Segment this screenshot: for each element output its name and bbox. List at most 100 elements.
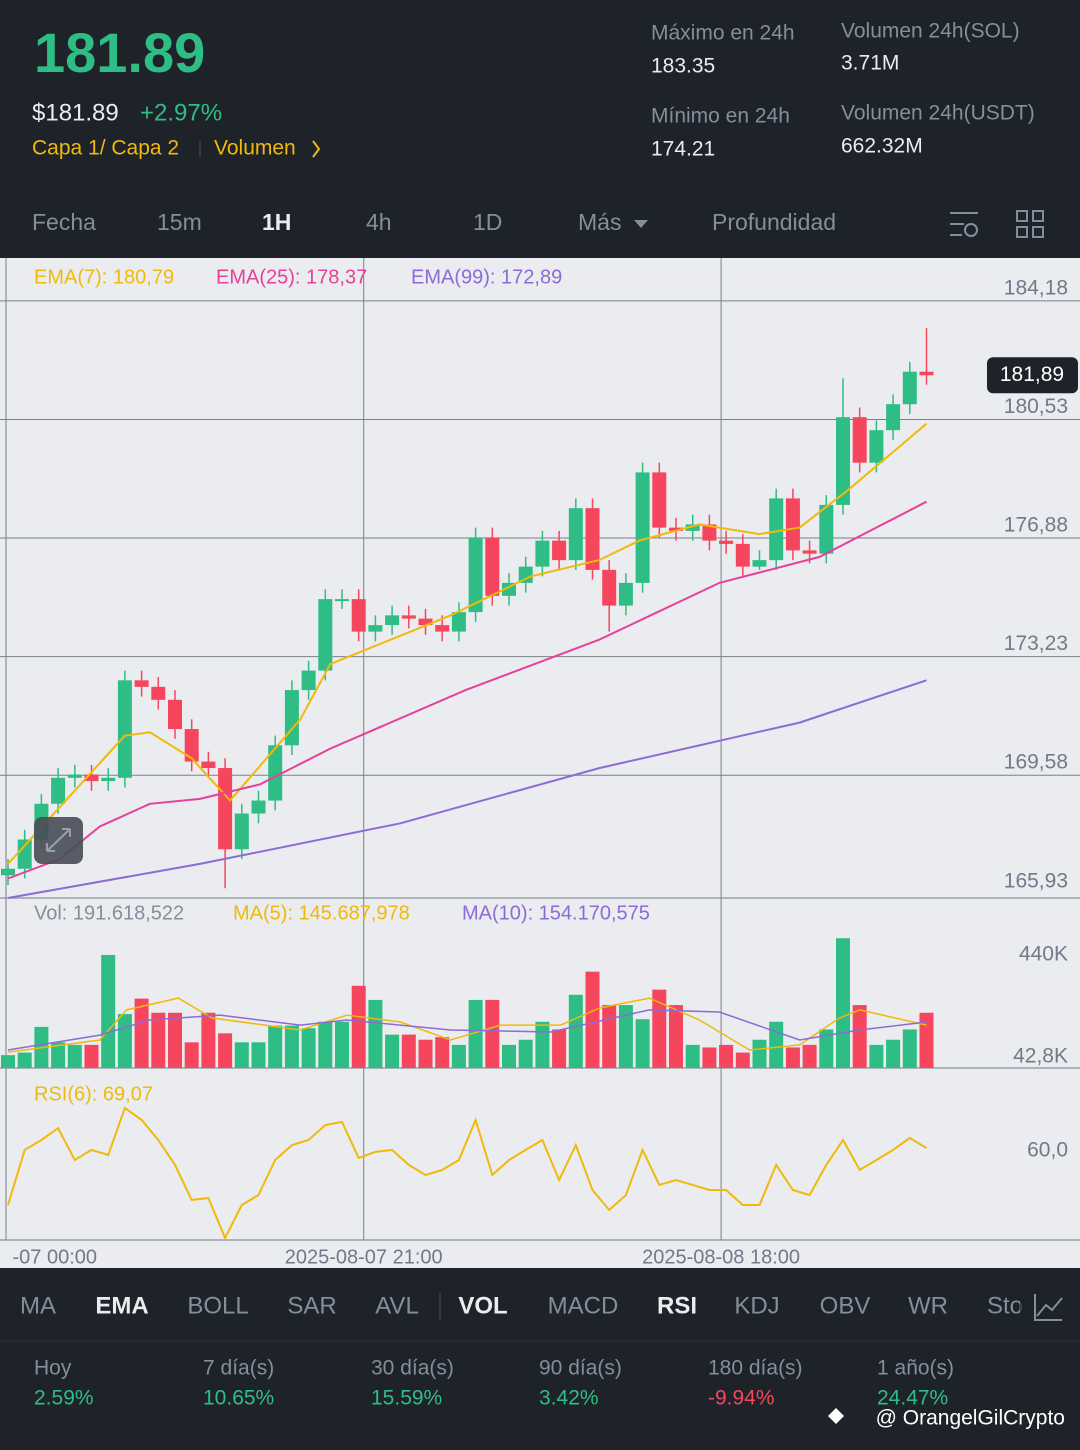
- candle-body: [101, 777, 116, 782]
- y-tick-label: 173,23: [1004, 632, 1068, 655]
- volume-bar: [669, 1005, 683, 1068]
- chart-icon[interactable]: [1034, 1294, 1063, 1321]
- indicator-tab[interactable]: OBV: [820, 1292, 871, 1319]
- volume-bar: [151, 1012, 166, 1068]
- volume-link[interactable]: Volumen: [214, 137, 296, 160]
- candle-body: [852, 417, 867, 463]
- volume-bar: [919, 1012, 934, 1068]
- volume-bar: [301, 1028, 316, 1068]
- indicator-tab[interactable]: WR: [908, 1292, 948, 1319]
- stat-label: Volumen 24h(USDT): [841, 102, 1035, 125]
- period-value: 15.59%: [371, 1387, 442, 1410]
- candle-body: [368, 625, 383, 632]
- tab[interactable]: 4h: [366, 209, 392, 235]
- volume-bar: [435, 1037, 450, 1068]
- volume-bar: [902, 1029, 917, 1068]
- candle-body: [251, 800, 266, 814]
- volume-bar: [502, 1044, 516, 1068]
- chart-bg: [0, 258, 1080, 1268]
- candle-body: [401, 615, 416, 619]
- layout-icon[interactable]: [1016, 210, 1044, 238]
- period-label: Hoy: [34, 1357, 72, 1380]
- candle-body: [669, 527, 683, 531]
- stat-label: Mínimo en 24h: [651, 105, 790, 128]
- volume-bar: [635, 1019, 650, 1068]
- indicator-tab[interactable]: EMA: [95, 1292, 148, 1319]
- legend: EMA(25): 178,37: [216, 266, 367, 288]
- period-value: 10.65%: [203, 1387, 274, 1410]
- volume-bar: [769, 1021, 784, 1068]
- price: 181.89: [34, 21, 205, 84]
- indicator-tab[interactable]: Sto: [987, 1292, 1023, 1319]
- volume-bar: [168, 1012, 182, 1068]
- tab[interactable]: Fecha: [32, 209, 96, 235]
- tag[interactable]: Capa 1/ Capa 2: [32, 137, 179, 160]
- indicator-tab[interactable]: MA: [20, 1292, 56, 1319]
- chevron: [312, 140, 321, 158]
- volume-bar: [234, 1042, 249, 1068]
- tab[interactable]: Profundidad: [712, 209, 836, 235]
- indicator-tab[interactable]: KDJ: [734, 1292, 779, 1319]
- indicator-tab[interactable]: BOLL: [187, 1292, 248, 1319]
- candle-body: [535, 540, 550, 567]
- indicator-tab[interactable]: SAR: [287, 1292, 336, 1319]
- candle-body: [869, 430, 884, 463]
- indicator-line: [7, 1009, 927, 1051]
- volume-bar: [535, 1021, 550, 1068]
- candle-body: [218, 768, 233, 850]
- candle-body: [51, 777, 66, 804]
- volume-bar: [318, 1021, 333, 1068]
- volume-bar: [101, 954, 116, 1068]
- candle-body: [568, 508, 583, 561]
- candle-body: [117, 680, 132, 778]
- stat-value: 3.71M: [841, 52, 899, 75]
- expand-icon: [46, 828, 71, 852]
- price-tag-label: 181,89: [1000, 363, 1064, 386]
- indicator-tab[interactable]: MACD: [548, 1292, 619, 1319]
- indicator-tab[interactable]: RSI: [657, 1292, 697, 1319]
- candle-body: [418, 618, 433, 626]
- candle-body: [552, 540, 567, 561]
- performance: Hoy 2.59% 7 día(s) 10.65% 30 día(s) 15.59% 90 …: [34, 1357, 954, 1410]
- period-label: 30 día(s): [371, 1357, 454, 1380]
- candle-body: [819, 504, 834, 554]
- indicator-line: [7, 997, 927, 1053]
- indicator-line: [7, 679, 927, 899]
- candle-body: [234, 813, 249, 850]
- volume-bar: [184, 1042, 199, 1068]
- volume-bar: [201, 1012, 216, 1068]
- candle-body: [184, 729, 199, 762]
- candle-body: [652, 472, 667, 528]
- candle-body: [17, 839, 32, 869]
- settings-icon[interactable]: [950, 212, 978, 237]
- tab[interactable]: 15m: [157, 209, 202, 235]
- candle-body: [836, 417, 850, 505]
- volume-bar: [17, 1052, 32, 1068]
- legend: Vol: 191.618,522: [34, 902, 184, 924]
- stat-label: Volumen 24h(SOL): [841, 20, 1020, 43]
- stat-value: 183.35: [651, 55, 715, 78]
- indicator-tabs: MA EMA BOLL SAR AVL VOL MACD RSI KDJ OBV WR Sto: [20, 1285, 1080, 1330]
- legend: EMA(7): 180,79: [34, 266, 174, 288]
- volume-bar: [134, 998, 149, 1068]
- volume-bar: [702, 1047, 717, 1068]
- volume-bar: [652, 989, 667, 1068]
- x-tick-label: -07 00:00: [13, 1246, 98, 1268]
- dropdown: [634, 220, 648, 228]
- tab[interactable]: 1D: [473, 209, 502, 235]
- x-tick-label: 2025-08-07 21:00: [285, 1246, 443, 1268]
- volume-bar: [568, 994, 583, 1068]
- candle-body: [318, 599, 333, 671]
- volume-bar: [618, 1005, 633, 1068]
- candle-body: [335, 599, 349, 602]
- indicator-tab[interactable]: VOL: [458, 1292, 507, 1319]
- logo: [828, 1408, 844, 1424]
- y-tick-label: 440K: [1019, 943, 1068, 966]
- candle-body: [635, 472, 650, 583]
- candle-body: [301, 670, 316, 691]
- volume-bar: [368, 999, 383, 1068]
- indicator-tab[interactable]: AVL: [375, 1292, 419, 1319]
- candle-body: [802, 550, 817, 554]
- tab-active[interactable]: 1H: [262, 209, 291, 235]
- tab[interactable]: Más: [578, 209, 621, 235]
